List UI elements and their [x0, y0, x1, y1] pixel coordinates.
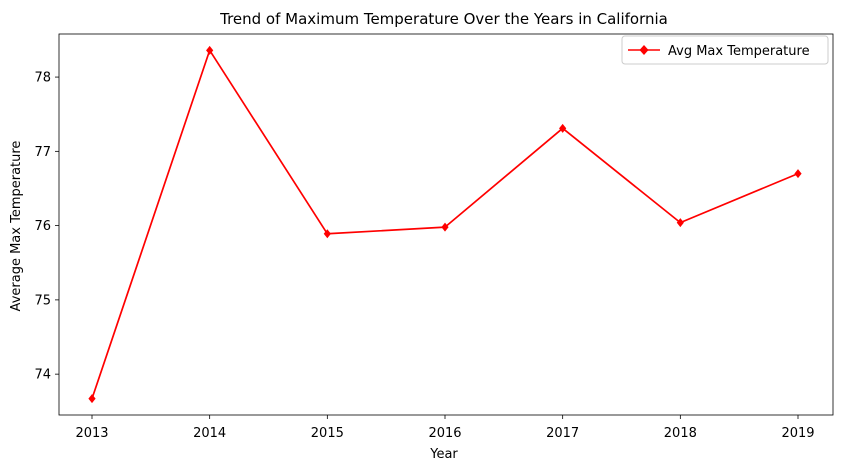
y-tick-label: 75 — [34, 293, 51, 308]
data-point — [441, 222, 449, 232]
y-tick-label: 77 — [34, 145, 51, 160]
y-tick-label: 78 — [34, 71, 51, 86]
x-tick-label: 2015 — [311, 426, 344, 441]
x-tick-label: 2018 — [664, 426, 697, 441]
plot-frame — [58, 33, 834, 416]
legend-box — [621, 35, 829, 65]
data-point — [676, 218, 684, 228]
x-tick-label: 2014 — [193, 426, 226, 441]
data-point — [206, 45, 214, 55]
chart-title: Trend of Maximum Temperature Over the Ye… — [219, 10, 668, 28]
data-point — [559, 123, 567, 133]
axes: 2013 2014 2015 2016 2017 2018 2019 74 75 76 77 78 — [34, 33, 834, 441]
legend-label: Avg Max Temperature — [668, 44, 810, 59]
y-tick-label: 76 — [34, 219, 51, 234]
legend: Avg Max Temperature — [621, 35, 829, 65]
x-tick-label: 2019 — [781, 426, 814, 441]
data-point — [323, 229, 331, 239]
data-point — [794, 169, 802, 179]
data-point — [88, 394, 96, 404]
legend-marker — [639, 45, 649, 55]
x-tick-label: 2013 — [75, 426, 108, 441]
y-axis-label: Average Max Temperature — [9, 141, 24, 312]
series-layer — [88, 45, 802, 404]
x-axis-label: Year — [429, 447, 458, 462]
y-tick-label: 74 — [34, 368, 51, 383]
x-tick-label: 2016 — [428, 426, 461, 441]
x-tick-label: 2017 — [546, 426, 579, 441]
